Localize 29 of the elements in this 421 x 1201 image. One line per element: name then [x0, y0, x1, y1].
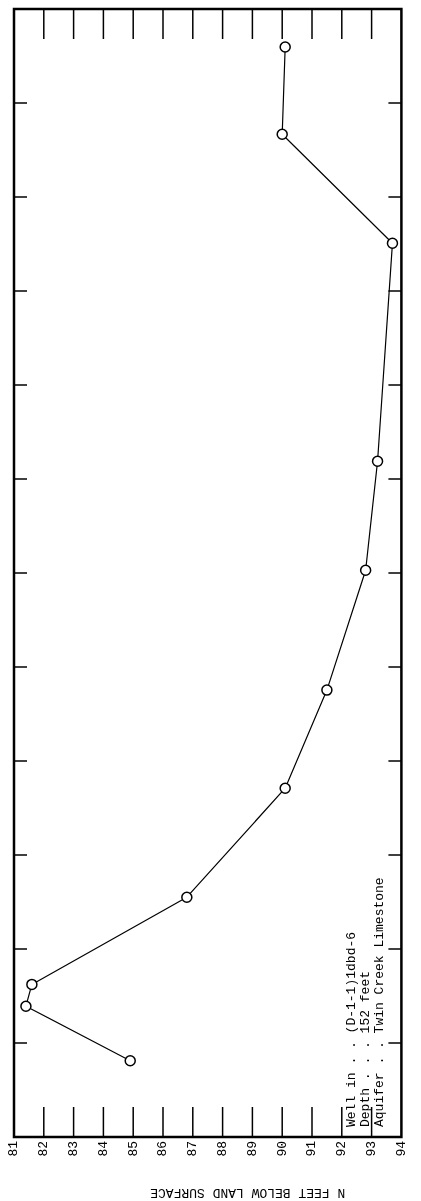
- x-tick-label: 83: [66, 1141, 82, 1157]
- x-tick-label: 91: [304, 1140, 320, 1157]
- annotation: Well in . . (D-1-1)1dbd-6: [343, 931, 359, 1127]
- point: [371, 455, 384, 467]
- point: [276, 128, 288, 140]
- x-tick-label: 94: [393, 1140, 409, 1157]
- point: [124, 1054, 136, 1067]
- x-tick-label: 93: [364, 1141, 380, 1157]
- point: [279, 41, 291, 53]
- x-tick-label: 82: [36, 1141, 52, 1157]
- point: [359, 564, 372, 576]
- x-tick-label: 90: [274, 1141, 290, 1157]
- point: [279, 782, 291, 794]
- x-tick-label: 88: [215, 1141, 231, 1157]
- annotation: Aquifer . . Twin Creek Limestone: [371, 877, 387, 1127]
- x-tick-label: 84: [95, 1140, 111, 1157]
- x-tick-label: 92: [334, 1141, 350, 1157]
- x-tick-label: 85: [125, 1141, 141, 1157]
- x-axis-title: N FEET BELOW LAND SURFACE: [149, 1184, 346, 1200]
- x-tick-label: 89: [244, 1141, 260, 1157]
- point: [386, 237, 399, 249]
- point: [20, 1000, 32, 1012]
- point: [321, 684, 333, 696]
- point: [26, 978, 38, 991]
- x-tick-label: 86: [155, 1141, 171, 1157]
- x-tick-label: 87: [185, 1141, 201, 1157]
- point: [181, 891, 193, 903]
- x-tick-label: 81: [6, 1140, 22, 1157]
- annotation: Depth . . . 152 feet: [357, 970, 373, 1127]
